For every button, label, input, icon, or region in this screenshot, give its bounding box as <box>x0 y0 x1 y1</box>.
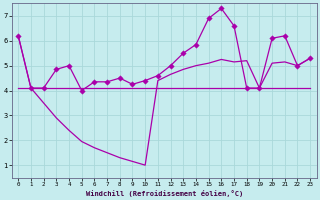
X-axis label: Windchill (Refroidissement éolien,°C): Windchill (Refroidissement éolien,°C) <box>85 190 243 197</box>
